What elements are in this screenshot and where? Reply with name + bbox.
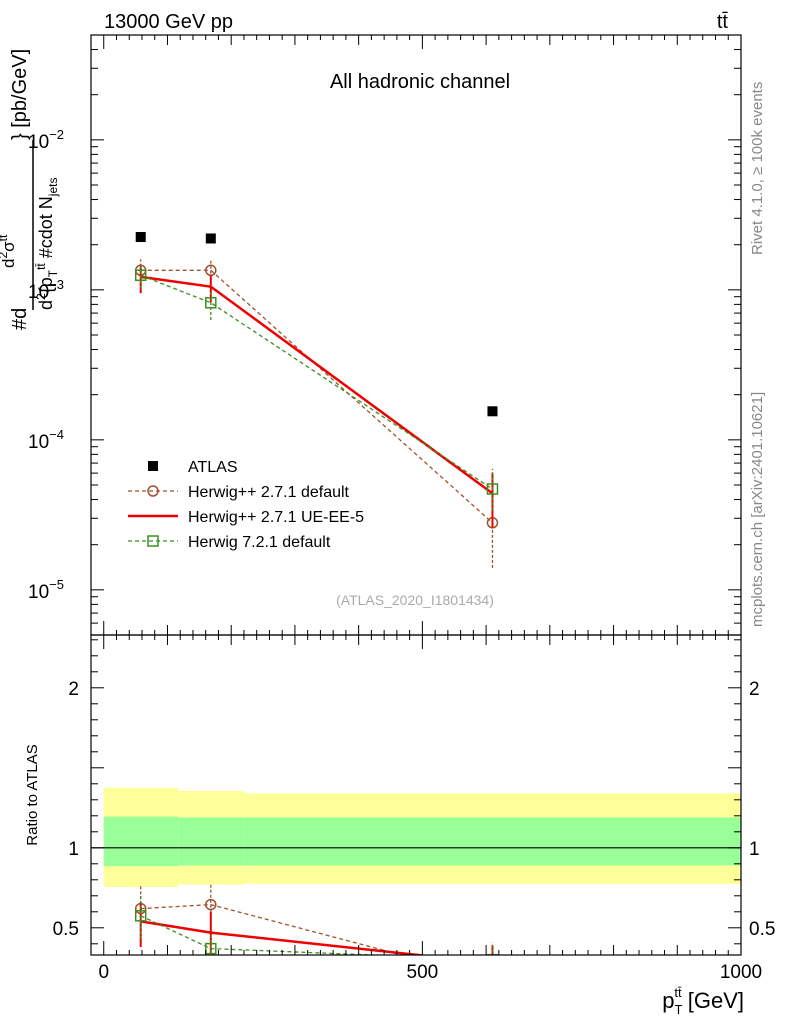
ratio-panel: 0 500 1000 0.5 0.5 1 1 2 2 Ratio to ATLAS pTtt̄ … — [24, 634, 775, 1017]
xtick-label: 500 — [407, 962, 439, 983]
main-atlas-point — [135, 232, 146, 243]
legend-item-herwig-2-7-1-default: Herwig++ 2.7.1 default — [128, 484, 350, 501]
ylabel-units: } [pb/GeV] — [9, 49, 31, 140]
chart-title: All hadronic channel — [330, 71, 510, 93]
main-atlas-point — [205, 233, 216, 244]
main-ytick-label: 10−5 — [28, 577, 64, 603]
ratio-ytick-label: 1 — [68, 839, 79, 860]
main-herwig-2-7-1-default-line — [140, 269, 493, 524]
legend-label: Herwig++ 2.7.1 default — [188, 484, 350, 501]
legend-item-herwig-2-7-1-ue-ee-5: Herwig++ 2.7.1 UE-EE-5 — [128, 509, 364, 526]
beam-label: 13000 GeV pp — [104, 11, 233, 33]
ylabel-denominator: d2{pTtt̄ #cdot Njets — [34, 178, 60, 310]
main-ylabel-text: #d — [9, 308, 31, 330]
main-ytick-label: 10−4 — [28, 427, 64, 453]
main-herwig-7-2-1-default-point — [134, 269, 147, 282]
ratio-ytick-label-right: 2 — [749, 679, 760, 700]
ratio-herwig-7-2-1-default-point — [205, 942, 217, 955]
ratio-band-stat — [178, 817, 244, 866]
main-herwig-7-2-1-default-point — [205, 297, 217, 309]
xtick-label: 0 — [98, 962, 109, 983]
ratio-herwig-7-2-1-default-line — [140, 915, 389, 955]
legend-marker — [147, 485, 159, 497]
ratio-ytick-label: 0.5 — [53, 919, 79, 940]
ratio-herwig-2-7-1-default-point — [487, 974, 497, 984]
main-herwig-2-7-1-default-point — [205, 264, 217, 277]
x-axis-label: pTtt̄ [GeV] — [662, 985, 744, 1017]
legend: ATLAS Herwig++ 2.7.1 default Herwig++ 2.7.… — [128, 459, 364, 551]
mcplots-note: mcplots.cern.ch [arXiv:2401.10621] — [749, 392, 766, 627]
ratio-band-stat — [243, 817, 741, 866]
legend-label: Herwig++ 2.7.1 UE-EE-5 — [188, 509, 364, 526]
legend-marker — [148, 461, 158, 471]
ratio-herwig-7-2-1-default-point — [486, 954, 499, 955]
ratio-herwig-2-7-1-ue-ee-5-line — [140, 920, 430, 955]
legend-marker — [147, 535, 159, 547]
ratio-ytick-label: 2 — [68, 679, 79, 700]
ratio-herwig-2-7-1-default-point — [205, 898, 217, 911]
ratio-frame — [90, 634, 742, 956]
main-herwig-7-2-1-default-line — [140, 274, 493, 490]
ylabel-numerator: d2σtt̄ — [0, 234, 18, 268]
legend-label: Herwig 7.2.1 default — [188, 534, 331, 551]
ratio-herwig-7-2-1-default-point — [134, 910, 147, 922]
ratio-ytick-label-right: 0.5 — [749, 919, 775, 940]
legend-item-atlas: ATLAS — [148, 459, 238, 476]
main-ylabel: #d d2σtt̄ d2{pTtt̄ #cdot Njets } [pb/GeV… — [0, 49, 60, 330]
main-herwig-7-2-1-default-point — [486, 483, 499, 495]
legend-label: ATLAS — [188, 459, 238, 476]
process-label: tt̄ — [717, 11, 729, 33]
rivet-note: Rivet 4.1.0, ≥ 100k events — [749, 82, 766, 255]
ratio-ytick-label-right: 1 — [749, 839, 760, 860]
ratio-ylabel: Ratio to ATLAS — [24, 744, 41, 845]
xtick-label: 1000 — [720, 962, 762, 983]
main-panel: 10−210−310−410−5 All hadronic channel (A… — [0, 34, 742, 636]
ratio-herwig-2-7-1-default-line — [140, 903, 405, 955]
ratio-band-stat — [103, 816, 179, 867]
main-atlas-point — [487, 406, 498, 417]
analysis-watermark: (ATLAS_2020_I1801434) — [336, 592, 494, 608]
legend-item-herwig-7-2-1-default: Herwig 7.2.1 default — [128, 534, 331, 551]
